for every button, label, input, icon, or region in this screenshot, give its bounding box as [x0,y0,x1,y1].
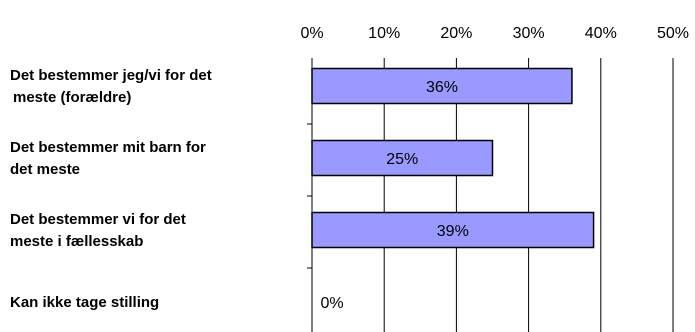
category-label-line: Det bestemmer vi for det [10,211,186,228]
category-label-line: Det bestemmer jeg/vi for det [10,67,212,84]
bar [311,211,595,249]
x-tick-label: 0% [300,25,323,42]
y-axis [307,58,313,332]
category-label: Det bestemmer vi for det meste i fællessk… [10,211,186,250]
category-label-line: det meste [10,161,80,178]
data-label: 39% [437,223,469,240]
x-tick-label: 30% [513,25,545,42]
category-label-line: meste i fællesskab [10,233,143,250]
category-label-line: Det bestemmer mit barn for [10,139,206,156]
category-label: Det bestemmer mit barn for det meste [10,139,206,178]
data-label: 0% [320,295,343,312]
bar [311,67,573,105]
x-tick-label: 40% [585,25,617,42]
x-tick-label: 50% [657,25,689,42]
bars: 36% 25% 39% 0% [311,67,595,312]
bar [311,139,494,177]
x-tick-label: 20% [440,25,472,42]
category-label: Det bestemmer jeg/vi for det meste (foræl… [10,67,212,106]
data-label: 25% [386,151,418,168]
category-label-line: Kan ikke tage stilling [10,294,159,311]
x-tick-label: 10% [368,25,400,42]
data-label: 36% [426,79,458,96]
x-axis-ticks: 0% 10% 20% 30% 40% 50% [300,25,689,42]
category-label: Kan ikke tage stilling [10,294,159,311]
category-labels: Det bestemmer jeg/vi for det meste (foræl… [10,67,212,311]
category-label-line: meste (forældre) [13,89,131,106]
